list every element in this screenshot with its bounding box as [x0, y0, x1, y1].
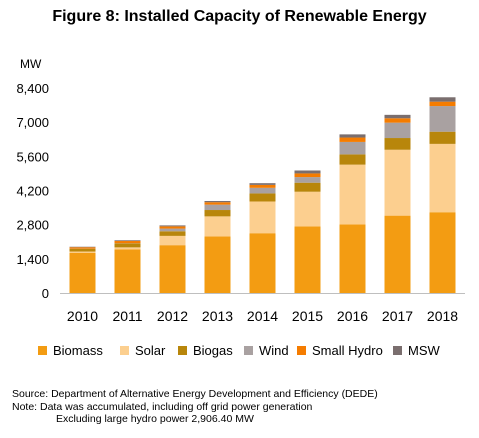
bar-segment-biogas [294, 182, 321, 192]
bar-segment-msw [159, 225, 186, 227]
bar-segment-biomass [429, 212, 456, 293]
bar-segment-biogas [159, 231, 186, 236]
y-axis-unit-label: MW [20, 57, 42, 71]
bar-segment-msw [429, 97, 456, 102]
legend-swatch [297, 346, 306, 355]
bar-segment-wind [204, 204, 231, 211]
bar-segment-msw [114, 240, 141, 242]
bar-segment-biogas [249, 193, 276, 202]
bar-segment-small-hydro [114, 241, 141, 244]
bar-segment-small-hydro [294, 173, 321, 178]
bar-segment-msw [204, 200, 231, 203]
bar-segment-solar [249, 201, 276, 234]
legend-swatch [244, 346, 253, 355]
bar-segment-wind [294, 177, 321, 183]
y-tick-label: 8,400 [16, 81, 49, 96]
x-tick-label: 2010 [67, 308, 98, 324]
x-tick-label: 2011 [112, 308, 142, 324]
y-tick-label: 0 [42, 286, 49, 301]
legend-item: MSW [393, 343, 440, 358]
legend-label: Biomass [53, 343, 103, 358]
bar-segment-small-hydro [159, 226, 186, 229]
y-tick-label: 2,800 [16, 218, 49, 233]
bar-segment-biomass [384, 215, 411, 293]
bar-segment-solar [204, 216, 231, 237]
bar-segment-msw [294, 170, 321, 174]
bar-segment-wind [384, 122, 411, 139]
bar-segment-biogas [384, 138, 411, 150]
bar-segment-biomass [294, 226, 321, 293]
bar-segment-solar [339, 164, 366, 225]
bar-segment-biomass [69, 252, 96, 293]
chart-title: Figure 8: Installed Capacity of Renewabl… [52, 8, 427, 25]
source-text: Source: Department of Alternative Energy… [12, 388, 378, 400]
y-tick-label: 4,200 [16, 184, 49, 199]
x-tick-label: 2015 [292, 308, 323, 324]
bar-segment-biomass [249, 233, 276, 293]
bar-segment-solar [294, 191, 321, 227]
chart-footer: Source: Department of Alternative Energy… [12, 388, 378, 426]
bar-segment-wind [429, 106, 456, 132]
bar-segment-biogas [114, 243, 141, 248]
legend-item: Biomass [38, 343, 103, 358]
x-tick-label: 2018 [427, 308, 458, 324]
bar-segment-msw [384, 114, 411, 119]
x-tick-label: 2014 [247, 308, 278, 324]
x-tick-label: 2013 [202, 308, 233, 324]
bar-segment-solar [429, 143, 456, 213]
legend-label: Solar [135, 343, 166, 358]
bar-segment-small-hydro [204, 202, 231, 205]
legend-item: Solar [120, 343, 165, 358]
bar-segment-solar [384, 149, 411, 216]
note-text: Note: Data was accumulated, including of… [12, 400, 313, 413]
legend-label: Small Hydro [312, 343, 383, 358]
bar-segment-biomass [114, 249, 141, 293]
x-tick-label: 2017 [382, 308, 413, 324]
bar-segment-solar [69, 251, 96, 253]
bar-segment-solar [114, 247, 141, 250]
legend-item: Small Hydro [297, 343, 383, 358]
bar-segment-biogas [429, 131, 456, 144]
bar-segment-small-hydro [339, 137, 366, 142]
legend-swatch [38, 346, 47, 355]
legend-swatch [178, 346, 187, 355]
bar-segment-biogas [69, 248, 96, 252]
legend-label: MSW [408, 343, 440, 358]
x-tick-label: 2012 [157, 308, 188, 324]
bar-segment-biomass [159, 245, 186, 293]
bar-segment-wind [159, 228, 186, 232]
bar-segment-small-hydro [384, 118, 411, 123]
legend-item: Wind [244, 343, 289, 358]
bar-segment-biomass [204, 236, 231, 293]
bar-segment-msw [249, 183, 276, 185]
bar-segment-wind [249, 187, 276, 194]
bar-segment-small-hydro [249, 184, 276, 188]
y-tick-label: 1,400 [16, 252, 49, 267]
legend-swatch [393, 346, 402, 355]
bar-segment-small-hydro [69, 247, 96, 249]
y-tick-label: 7,000 [16, 115, 49, 130]
bar-segment-wind [339, 141, 366, 155]
bar-segment-biomass [339, 224, 366, 293]
legend-swatch [120, 346, 129, 355]
bar-segment-small-hydro [429, 101, 456, 107]
legend-item: Biogas [178, 343, 233, 358]
legend-label: Wind [259, 343, 289, 358]
bar-segment-solar [159, 235, 186, 246]
bar-segment-biogas [339, 154, 366, 165]
legend-label: Biogas [193, 343, 233, 358]
x-tick-label: 2016 [337, 308, 368, 324]
bar-segment-biogas [204, 210, 231, 217]
stacked-bar-chart: MW 0 1,400 2,800 4,200 5,600 7,000 8,400 2010 201… [16, 57, 465, 324]
y-tick-label: 5,600 [16, 149, 49, 164]
bar-segment-msw [339, 134, 366, 138]
note-text-continued: Excluding large hydro power 2,906.40 MW [56, 413, 254, 425]
chart-legend: Biomass Solar Biogas Wind Small Hydro MSW [0, 343, 479, 363]
